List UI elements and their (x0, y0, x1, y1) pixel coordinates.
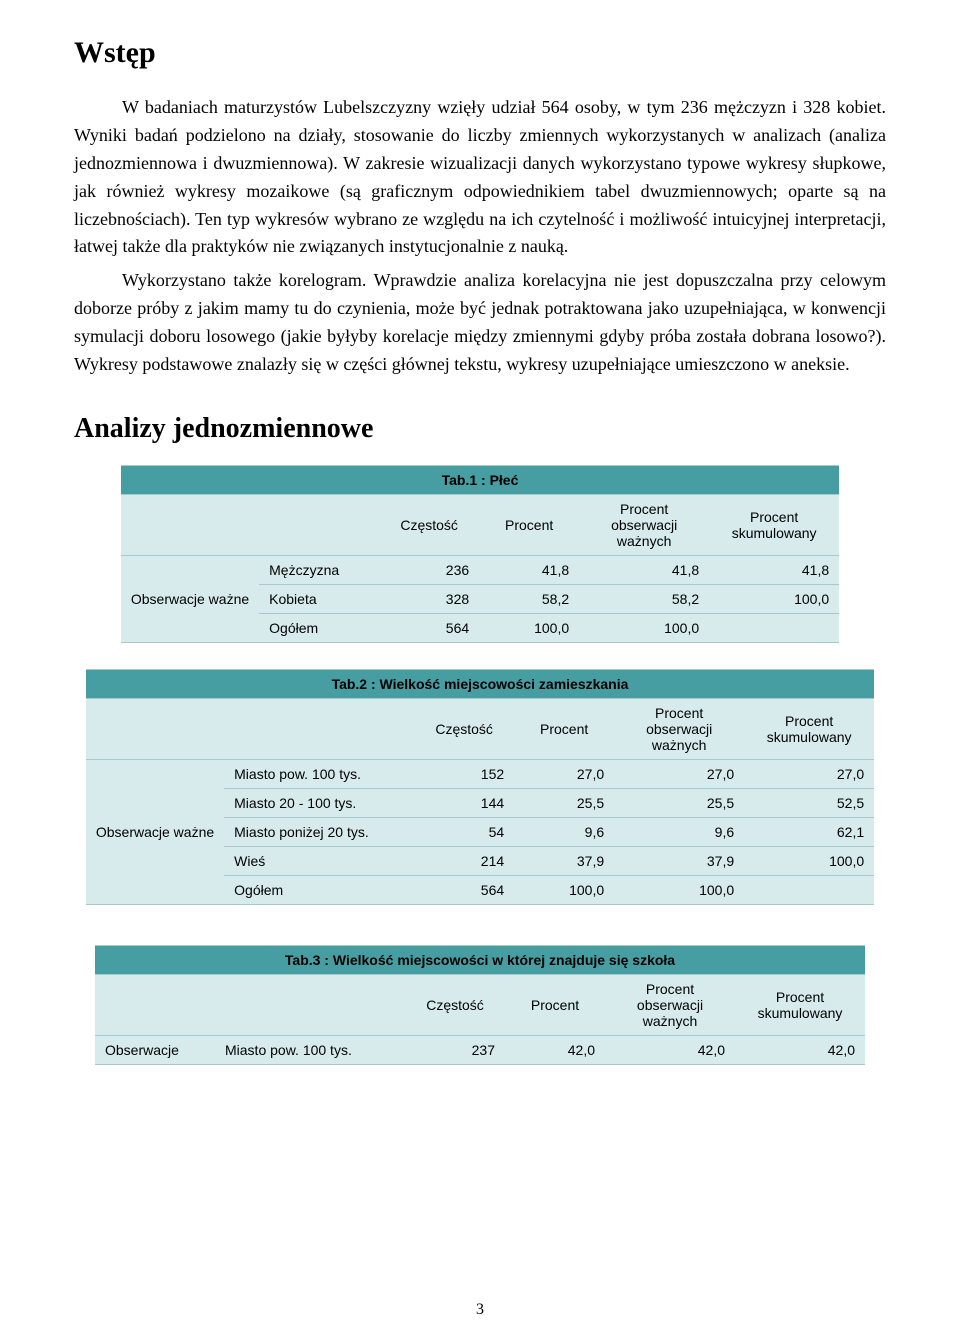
t2-r2-label: Miasto poniżej 20 tys. (224, 817, 414, 846)
t1-r1-pow: 58,2 (579, 584, 709, 613)
t1-r0-label: Mężczyzna (259, 555, 379, 584)
t3-h3: Procent (505, 974, 605, 1035)
t2-rowlabel: Obserwacje ważne (86, 759, 224, 904)
heading-analizy: Analizy jednozmiennowe (74, 413, 886, 445)
t2-r2-pr: 9,6 (514, 817, 614, 846)
t1-r0-psk: 41,8 (709, 555, 839, 584)
page-number: 3 (0, 1301, 960, 1319)
t2-h0 (86, 698, 224, 759)
t2-r0-label: Miasto pow. 100 tys. (224, 759, 414, 788)
t2-r0-pr: 27,0 (514, 759, 614, 788)
t1-r2-pr: 100,0 (479, 613, 579, 642)
t1-r1-psk: 100,0 (709, 584, 839, 613)
t2-r1-psk: 52,5 (744, 788, 874, 817)
paragraph-1: W badaniach maturzystów Lubelszczyzny wz… (74, 94, 886, 261)
t1-r0-pr: 41,8 (479, 555, 579, 584)
t1-r2-label: Ogółem (259, 613, 379, 642)
table-3: Tab.3 : Wielkość miejscowości w której z… (95, 945, 865, 1065)
t2-r3-cz: 214 (414, 846, 514, 875)
t1-r1-label: Kobieta (259, 584, 379, 613)
t2-h5: Procent skumulowany (744, 698, 874, 759)
t1-r0-cz: 236 (379, 555, 479, 584)
t1-rowlabel: Obserwacje ważne (121, 555, 259, 642)
t3-r0-label: Miasto pow. 100 tys. (215, 1035, 405, 1064)
table-3-title: Tab.3 : Wielkość miejscowości w której z… (95, 945, 865, 974)
t1-r2-pow: 100,0 (579, 613, 709, 642)
t1-r1-cz: 328 (379, 584, 479, 613)
t1-h0 (121, 494, 259, 555)
t2-r4-pow: 100,0 (614, 875, 744, 904)
t2-r4-pr: 100,0 (514, 875, 614, 904)
t2-r1-cz: 144 (414, 788, 514, 817)
t2-r3-pow: 37,9 (614, 846, 744, 875)
t2-r1-pow: 25,5 (614, 788, 744, 817)
heading-wstep: Wstęp (74, 36, 886, 70)
t3-r0-cz: 237 (405, 1035, 505, 1064)
page: Wstęp W badaniach maturzystów Lubelszczy… (0, 0, 960, 1333)
t2-r4-psk (744, 875, 874, 904)
t3-h2: Częstość (405, 974, 505, 1035)
t3-r0-psk: 42,0 (735, 1035, 865, 1064)
t2-h4: Procent obserwacji ważnych (614, 698, 744, 759)
t2-r2-psk: 62,1 (744, 817, 874, 846)
table-1-wrap: Tab.1 : Płeć Częstość Procent Procent ob… (74, 465, 886, 643)
t1-h2: Częstość (379, 494, 479, 555)
t2-h1 (224, 698, 414, 759)
t1-h3: Procent (479, 494, 579, 555)
t2-r0-psk: 27,0 (744, 759, 874, 788)
t2-r3-pr: 37,9 (514, 846, 614, 875)
table-2-title: Tab.2 : Wielkość miejscowości zamieszkan… (86, 669, 874, 698)
t1-h1 (259, 494, 379, 555)
t3-rowlabel: Obserwacje (95, 1035, 215, 1064)
t2-h2: Częstość (414, 698, 514, 759)
t2-r4-cz: 564 (414, 875, 514, 904)
table-2-wrap: Tab.2 : Wielkość miejscowości zamieszkan… (74, 669, 886, 905)
t1-h4: Procent obserwacji ważnych (579, 494, 709, 555)
t3-r0-pr: 42,0 (505, 1035, 605, 1064)
t1-r1-pr: 58,2 (479, 584, 579, 613)
table-2: Tab.2 : Wielkość miejscowości zamieszkan… (86, 669, 874, 905)
t2-r3-label: Wieś (224, 846, 414, 875)
t3-r0-pow: 42,0 (605, 1035, 735, 1064)
t2-r1-pr: 25,5 (514, 788, 614, 817)
t2-r3-psk: 100,0 (744, 846, 874, 875)
t3-h4: Procent obserwacji ważnych (605, 974, 735, 1035)
t3-h1 (215, 974, 405, 1035)
t1-h5: Procent skumulowany (709, 494, 839, 555)
t3-h5: Procent skumulowany (735, 974, 865, 1035)
table-1: Tab.1 : Płeć Częstość Procent Procent ob… (121, 465, 839, 643)
t2-r1-label: Miasto 20 - 100 tys. (224, 788, 414, 817)
t1-r0-pow: 41,8 (579, 555, 709, 584)
paragraph-2: Wykorzystano także korelogram. Wprawdzie… (74, 267, 886, 379)
t1-r2-psk (709, 613, 839, 642)
t2-r2-cz: 54 (414, 817, 514, 846)
t2-r0-cz: 152 (414, 759, 514, 788)
t2-r0-pow: 27,0 (614, 759, 744, 788)
table-3-wrap: Tab.3 : Wielkość miejscowości w której z… (74, 945, 886, 1065)
table-1-title: Tab.1 : Płeć (121, 465, 839, 494)
t1-r2-cz: 564 (379, 613, 479, 642)
t2-h3: Procent (514, 698, 614, 759)
t2-r4-label: Ogółem (224, 875, 414, 904)
t2-r2-pow: 9,6 (614, 817, 744, 846)
t3-h0 (95, 974, 215, 1035)
